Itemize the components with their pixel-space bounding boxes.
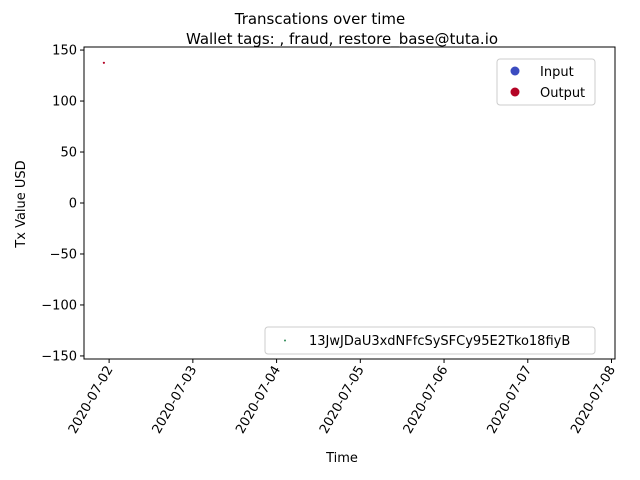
x-tick-label: 2020-07-06 [401, 364, 452, 437]
x-tick-label: 2020-07-08 [568, 364, 619, 437]
data-points [102, 61, 105, 64]
chart-title: Transcations over time [234, 10, 406, 28]
legend-label-wallet: 13JwJDaU3xdNFfcSySFCy95E2Tko18fiyB [309, 334, 570, 349]
x-axis-label: Time [325, 451, 358, 466]
legend-frame [264, 326, 596, 355]
data-point [102, 61, 105, 64]
chart-subtitle: Wallet tags: , fraud, restore_base@tuta.… [186, 30, 498, 49]
x-tick-label: 2020-07-05 [317, 364, 368, 437]
y-tick-label: −150 [41, 349, 77, 364]
y-tick-label: 100 [52, 95, 77, 110]
legend-frame [496, 58, 596, 106]
y-tick-label: 50 [60, 146, 77, 161]
legend-transaction-type: Input Output [496, 58, 596, 106]
legend-marker-input [510, 66, 520, 76]
plot-frame [83, 46, 616, 360]
legend-marker-output [510, 87, 520, 97]
legend-wallet: 13JwJDaU3xdNFfcSySFCy95E2Tko18fiyB [264, 326, 596, 355]
x-tick-label: 2020-07-03 [150, 364, 201, 437]
x-tick-label: 2020-07-02 [66, 364, 117, 437]
y-axis-label: Tx Value USD [14, 160, 29, 248]
y-tick-label: −50 [50, 247, 77, 262]
x-tick-label: 2020-07-07 [484, 364, 535, 437]
x-axis-ticks: 2020-07-02 2020-07-03 2020-07-04 2020-07-05… [66, 359, 619, 436]
legend-marker-wallet [284, 339, 286, 342]
y-tick-label: −100 [41, 298, 77, 313]
legend-label-input: Input [540, 65, 574, 80]
legend-label-output: Output [540, 86, 585, 101]
x-tick-label: 2020-07-04 [233, 364, 284, 437]
y-tick-label: 150 [52, 44, 77, 59]
y-tick-label: 0 [69, 197, 77, 212]
y-axis-ticks: 150 100 50 0 −50 −100 −150 [41, 44, 84, 364]
